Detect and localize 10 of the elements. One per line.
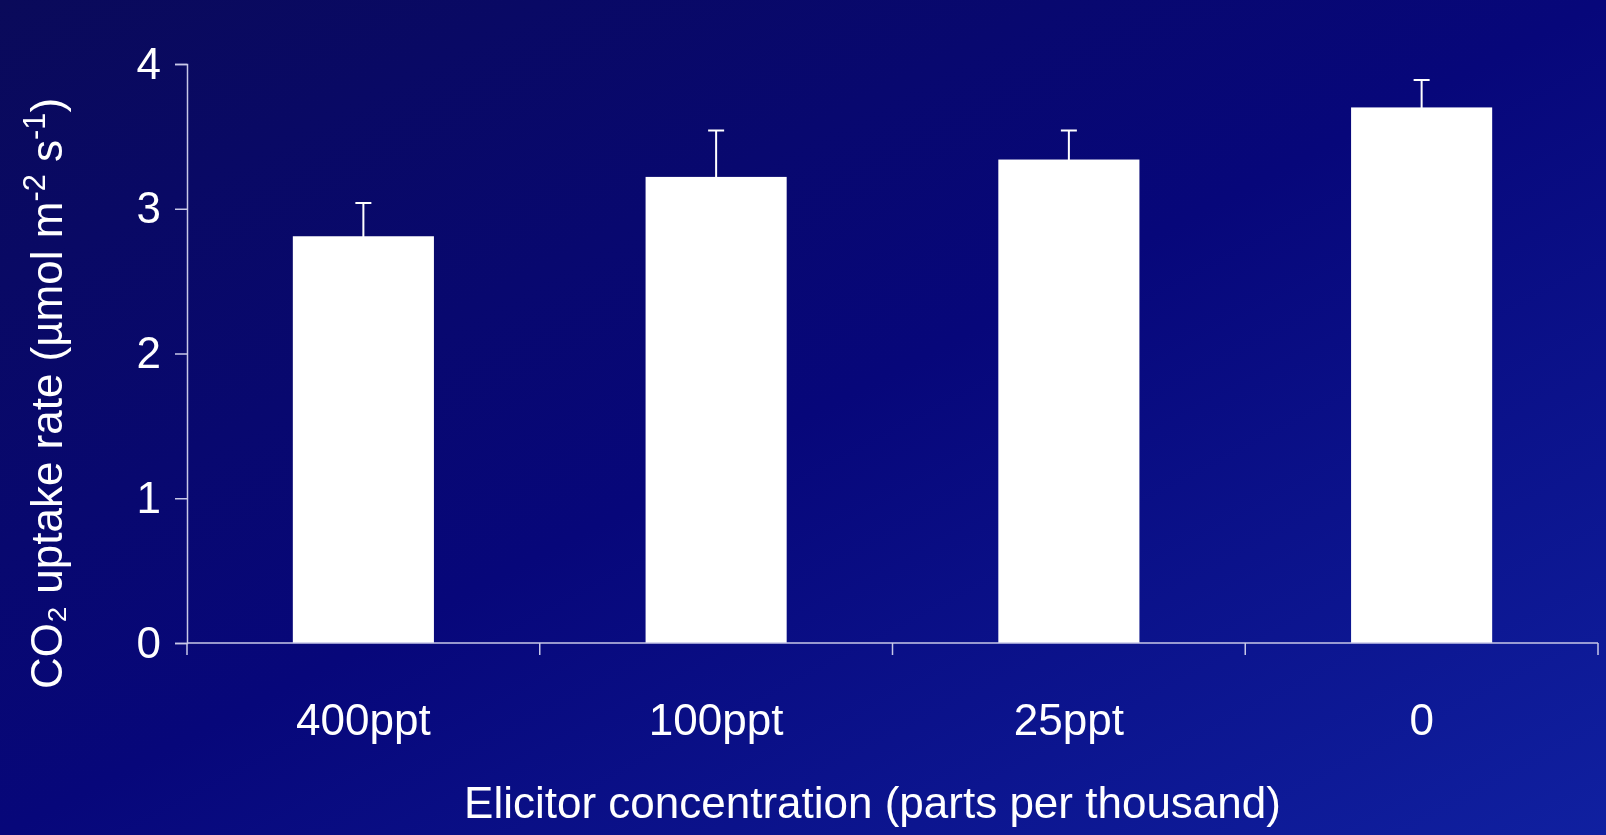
y-tick-label: 2 (136, 328, 161, 378)
x-tick-label: 25ppt (1013, 695, 1124, 744)
x-tick-label: 100ppt (648, 695, 784, 744)
x-tick-label: 400ppt (296, 695, 431, 744)
y-tick-label: 3 (136, 183, 161, 233)
y-tick-label: 1 (136, 472, 161, 522)
x-tick-label: 0 (1409, 695, 1434, 744)
y-tick-label: 4 (136, 38, 161, 88)
y-tick-label: 0 (136, 617, 161, 667)
x-axis-title: Elicitor concentration (parts per thousand) (464, 778, 1281, 827)
